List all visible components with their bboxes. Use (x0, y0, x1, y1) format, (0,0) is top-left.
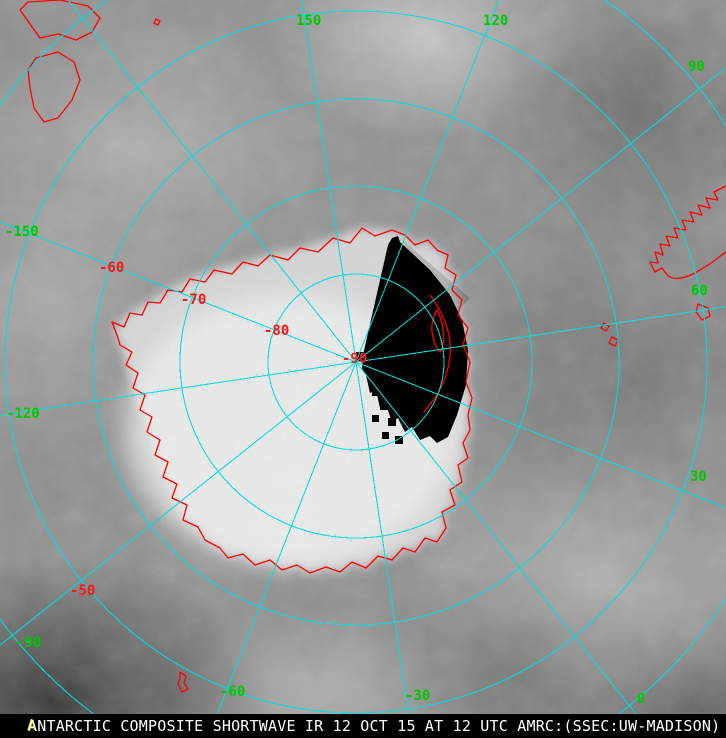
latitude-circle (179, 185, 533, 539)
small-island-2 (608, 336, 619, 347)
meridian-line (355, 361, 656, 738)
meridian-line (0, 361, 357, 646)
latitude-circle (92, 98, 620, 626)
caption-text: ANTARCTIC COMPOSITE SHORTWAVE IR 12 OCT … (28, 717, 721, 735)
longitude-label: 30 (690, 469, 707, 485)
coastline-overlay (19, 0, 726, 693)
weddell-coast (423, 294, 451, 413)
new-zealand-south (27, 51, 81, 123)
latitude-label: -80 (264, 323, 290, 339)
weddell-island (431, 309, 445, 353)
latitude-label: -60 (99, 260, 125, 276)
meridian-line (355, 361, 413, 738)
latitude-label: -70 (181, 292, 207, 308)
latitude-circle (4, 10, 708, 714)
south-america-tip (649, 185, 726, 280)
meridian-line (355, 361, 726, 509)
meridian-line (207, 361, 357, 738)
longitude-label: -60 (220, 684, 246, 700)
meridian-line (0, 221, 357, 363)
longitude-label: -120 (6, 406, 40, 422)
meridian-line (355, 66, 726, 363)
latitude-label: -50 (70, 583, 96, 599)
longitude-label: 0 (637, 691, 646, 707)
balleny-island (177, 671, 189, 693)
meridian-line (67, 0, 357, 363)
new-zealand-north (19, 0, 101, 41)
missing-data-stipple (400, 238, 470, 318)
caption-bar: A ANTARCTIC COMPOSITE SHORTWAVE IR 12 OC… (0, 714, 726, 738)
longitude-label: 90 (688, 59, 705, 75)
meridian-line (0, 361, 357, 416)
meridian-line (301, 0, 357, 363)
missing-data-wedge (356, 236, 470, 444)
station-marker-glyph: A (27, 716, 37, 734)
meridian-line (355, 306, 726, 363)
longitude-label: 60 (691, 283, 708, 299)
small-island-1 (600, 322, 610, 332)
antarctica-coastline (111, 227, 473, 574)
longitude-label: -30 (405, 688, 431, 704)
longitude-label: -150 (5, 224, 39, 240)
meridian-line (355, 0, 500, 363)
latitude-label: -90 (342, 351, 368, 367)
longitude-label: -90 (16, 635, 42, 651)
longitude-label: 150 (296, 13, 322, 29)
longitude-label: 120 (483, 13, 509, 29)
latitude-circle (267, 273, 445, 451)
chatham-island-dot (153, 18, 161, 26)
